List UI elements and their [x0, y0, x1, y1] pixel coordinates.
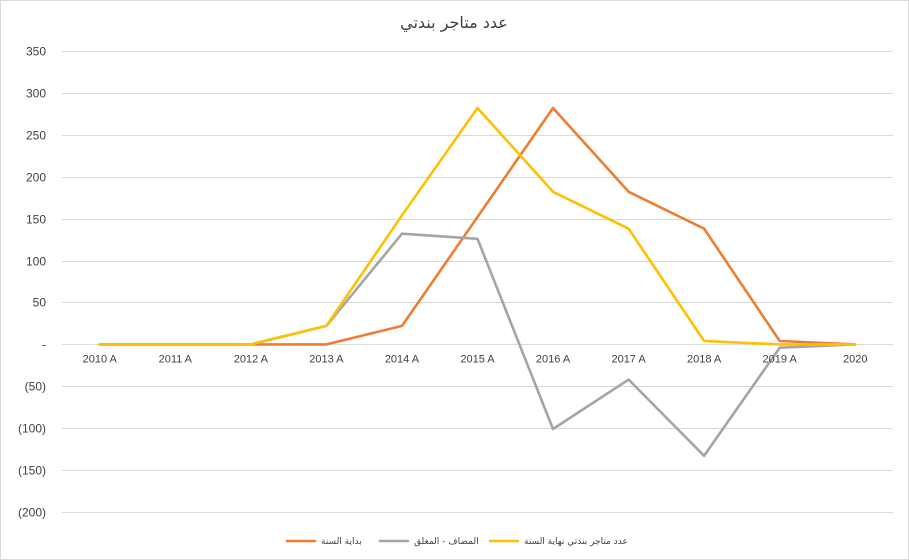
x-tick-label: 2017 A [611, 353, 646, 365]
gridlines [62, 51, 893, 513]
x-tick-label: 2015 A [460, 353, 495, 365]
x-axis-tick-labels: 2010 A 2011 A 2012 A 2013 A 2014 A 2015 A 2016… [83, 353, 868, 365]
chart-title: عدد متاجر بندتي [400, 13, 508, 33]
x-tick-label: 2010 A [83, 353, 118, 365]
y-tick-label: 250 [26, 129, 46, 143]
x-tick-label: 2018 A [687, 353, 722, 365]
y-tick-label: 300 [26, 87, 46, 101]
y-axis-tick-labels: 350 300 250 200 150 100 50 - (50) (100) (150) (200) [18, 45, 46, 520]
y-tick-label: (200) [18, 506, 46, 520]
legend-label-3: عدد متاجر بندتي نهاية السنة [524, 537, 628, 547]
x-tick-label: 2011 A [159, 353, 193, 365]
y-tick-label: 50 [33, 296, 47, 310]
x-tick-label: 2020 [843, 353, 867, 365]
y-tick-label: 150 [26, 213, 46, 227]
legend-label-2: المضاف - المغلق [414, 537, 479, 547]
y-tick-label: (150) [18, 464, 46, 478]
x-tick-label: 2014 A [385, 353, 420, 365]
x-tick-label: 2016 A [536, 353, 571, 365]
x-tick-label: 2013 A [309, 353, 344, 365]
x-tick-label: 2012 A [234, 353, 269, 365]
legend: بداية السنة المضاف - المغلق عدد متاجر بندت… [285, 537, 628, 547]
series-lines [98, 106, 857, 458]
y-tick-label: (100) [18, 422, 46, 436]
legend-label-1: بداية السنة [321, 537, 362, 547]
y-tick-label: 200 [26, 171, 46, 185]
y-tick-label: (50) [25, 380, 46, 394]
y-tick-label: - [42, 338, 46, 352]
x-tick-label: 2019 A [763, 353, 798, 365]
y-tick-label: 100 [26, 255, 46, 269]
series-line-3 [98, 106, 857, 346]
y-tick-label: 350 [26, 45, 46, 59]
